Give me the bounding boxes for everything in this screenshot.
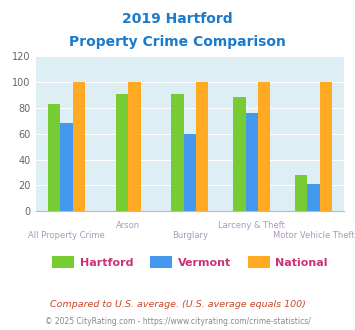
- Legend: Hartford, Vermont, National: Hartford, Vermont, National: [52, 256, 328, 268]
- Bar: [48, 104, 60, 211]
- Text: © 2025 CityRating.com - https://www.cityrating.com/crime-statistics/: © 2025 CityRating.com - https://www.city…: [45, 317, 310, 326]
- Bar: [196, 82, 208, 211]
- Bar: [246, 113, 258, 211]
- Bar: [72, 82, 85, 211]
- Text: Property Crime Comparison: Property Crime Comparison: [69, 35, 286, 49]
- Text: Burglary: Burglary: [172, 231, 208, 240]
- Text: Larceny & Theft: Larceny & Theft: [218, 220, 285, 229]
- Bar: [320, 82, 332, 211]
- Text: Compared to U.S. average. (U.S. average equals 100): Compared to U.S. average. (U.S. average …: [50, 300, 305, 309]
- Bar: [60, 123, 72, 211]
- Bar: [233, 97, 246, 211]
- Bar: [116, 94, 128, 211]
- Bar: [295, 175, 307, 211]
- Text: Arson: Arson: [116, 220, 140, 229]
- Bar: [258, 82, 270, 211]
- Text: All Property Crime: All Property Crime: [28, 231, 105, 240]
- Bar: [307, 184, 320, 211]
- Text: Motor Vehicle Theft: Motor Vehicle Theft: [273, 231, 354, 240]
- Bar: [128, 82, 141, 211]
- Bar: [171, 94, 184, 211]
- Text: 2019 Hartford: 2019 Hartford: [122, 12, 233, 25]
- Bar: [184, 134, 196, 211]
